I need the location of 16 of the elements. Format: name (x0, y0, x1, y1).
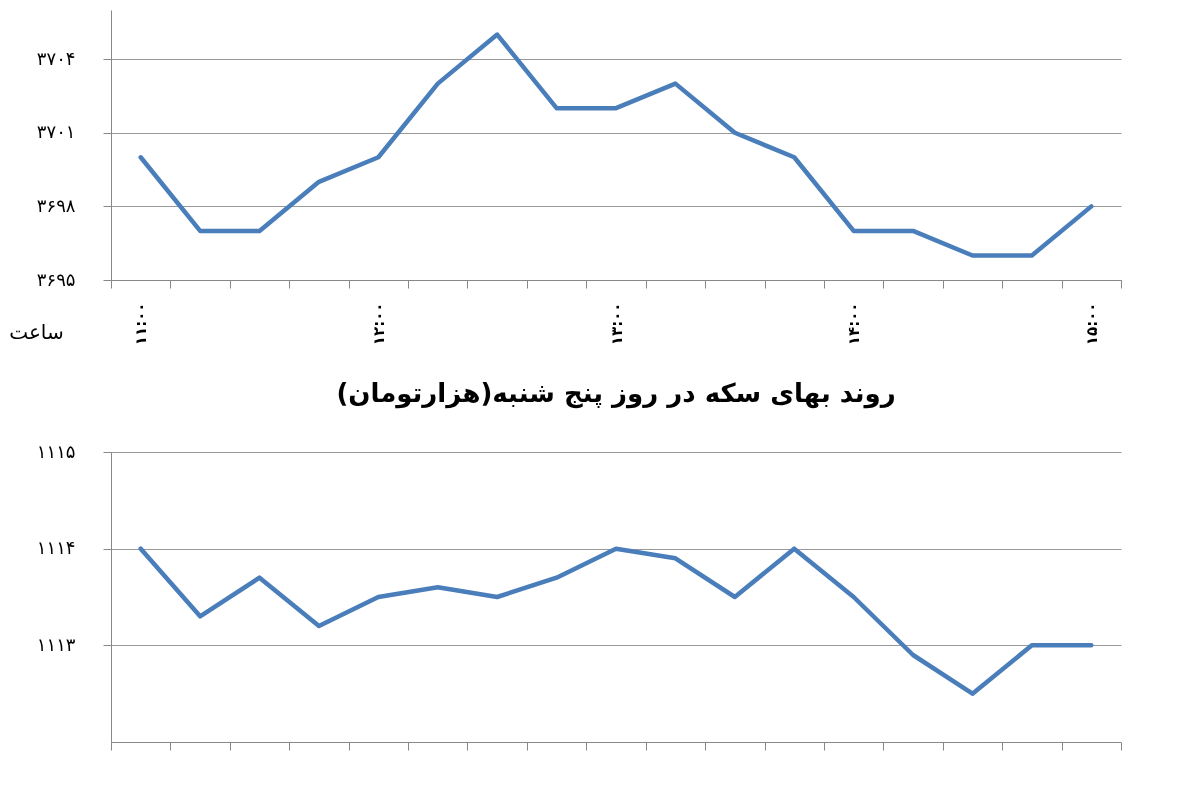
x-tick-label: ۱۵:۰۰ (1082, 302, 1101, 346)
y-tick-label: ۳۷۰۴ (36, 47, 76, 69)
y-tick-label: ۳۶۹۸ (36, 194, 76, 216)
y-tick-label: ۱۱۱۵ (36, 440, 76, 462)
y-tick-label: ۳۷۰۱ (36, 121, 76, 143)
y-tick-label: ۱۱۱۴ (36, 537, 76, 559)
x-axis-title: ساعت (9, 319, 64, 344)
x-tick-label: ۱۲:۰۰ (369, 302, 388, 346)
x-tick-label: ۱۱:۰۰ (132, 302, 151, 346)
x-tick-label: ۱۳:۰۰ (607, 302, 626, 346)
line-series (138, 32, 1094, 258)
y-tick-label: ۳۶۹۵ (36, 268, 76, 290)
chart-title: روند بهای سکه در روز پنج شنبه(هزارتومان) (336, 378, 896, 409)
line-series (138, 546, 1094, 696)
y-tick-label: ۱۱۱۳ (36, 633, 76, 655)
x-tick-label: ۱۴:۰۰ (845, 302, 864, 346)
